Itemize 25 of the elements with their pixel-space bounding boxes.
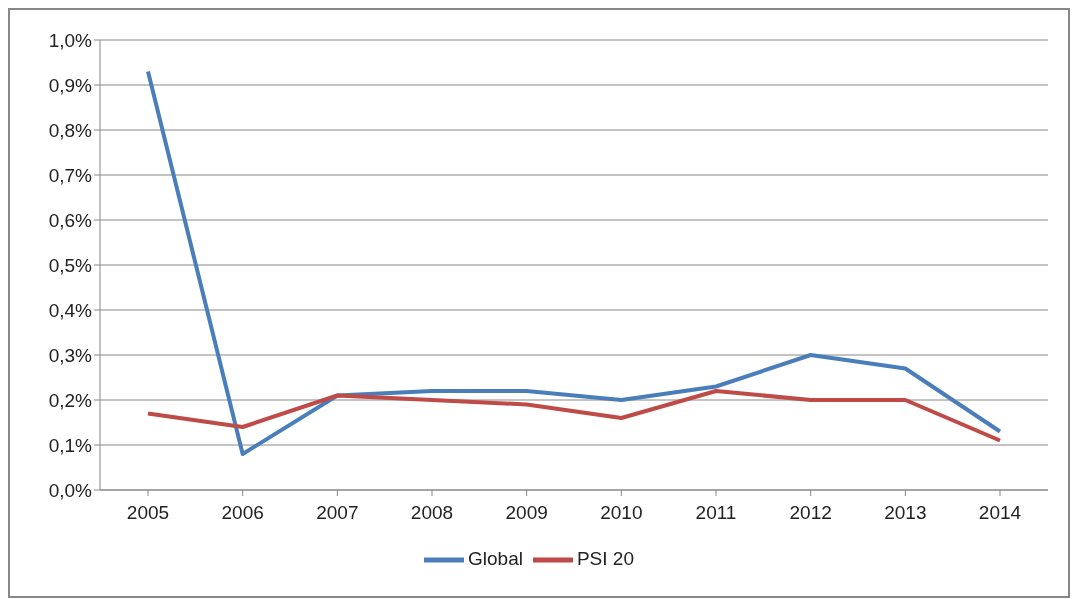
x-tick-label: 2009 (505, 502, 548, 524)
x-tick-label: 2005 (126, 502, 170, 524)
line-series (146, 389, 1002, 443)
y-tick-label: 0,6% (48, 209, 93, 231)
x-tick-label: 2012 (789, 502, 832, 524)
y-tick-label: 0,2% (48, 389, 93, 411)
y-tick-label: 0,0% (48, 479, 93, 501)
y-tick-label: 0,8% (48, 119, 93, 141)
x-tick-label: 2013 (884, 502, 927, 524)
line-series (146, 69, 1002, 456)
x-tick-label: 2011 (695, 502, 737, 524)
y-tick-label: 1,0% (48, 29, 93, 51)
y-tick-label: 0,5% (48, 254, 93, 276)
y-tick-label: 0,7% (48, 164, 93, 186)
x-tick-label: 2010 (600, 502, 643, 524)
y-tick-label: 0,3% (48, 344, 93, 366)
y-tick-label: 0,4% (48, 299, 93, 321)
y-tick-label: 0,9% (48, 74, 93, 96)
y-tick-label: 0,1% (48, 434, 93, 456)
x-tick-label: 2006 (221, 502, 264, 524)
legend-label: Global (468, 548, 523, 570)
x-tick-label: 2008 (410, 502, 454, 524)
x-tick-label: 2007 (316, 502, 359, 524)
legend-label: PSI 20 (576, 548, 634, 570)
x-tick-label: 2014 (978, 502, 1022, 524)
